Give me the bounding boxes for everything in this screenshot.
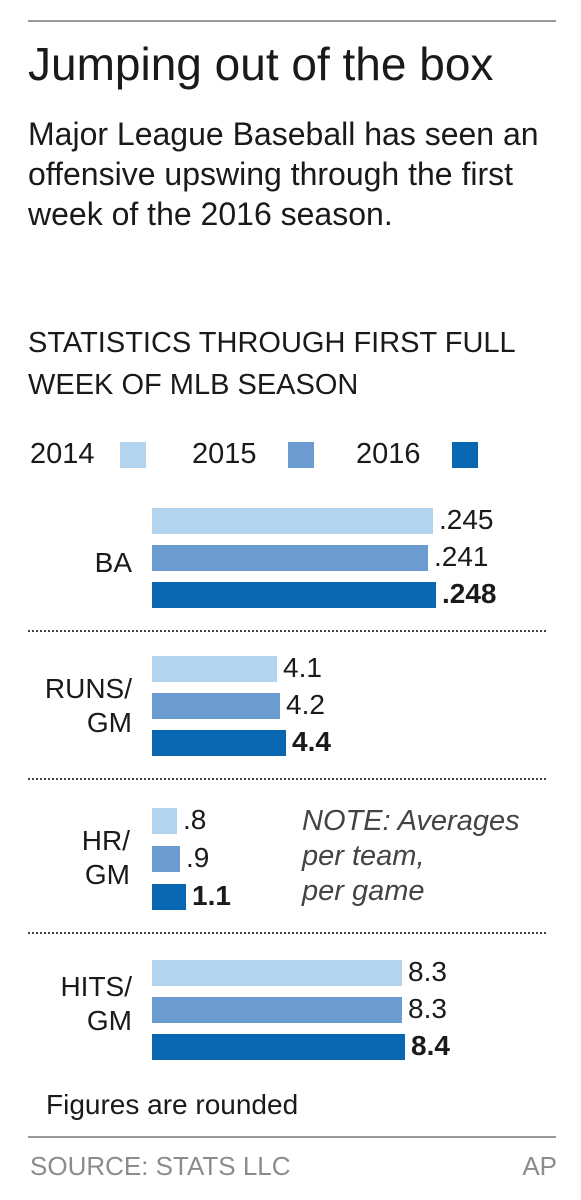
bar-runs-gm-2015 <box>152 693 280 719</box>
note-text: NOTE: Averages per team, per game <box>302 805 520 907</box>
category-label-ba: BA <box>12 546 132 580</box>
bar-ba-2015 <box>152 545 428 571</box>
bar-ba-2016 <box>152 582 436 608</box>
source-credit: SOURCE: STATS LLC <box>30 1151 291 1181</box>
value-label-runs-gm-2016: 4.4 <box>292 726 331 757</box>
chart-subtitle: Major League Baseball has seen an offens… <box>28 116 539 232</box>
legend-year-2015: 2015 <box>192 438 257 470</box>
agency-credit: AP <box>522 1151 557 1181</box>
category-label-line: BA <box>94 547 132 578</box>
category-label-hr-gm: HR/ GM <box>10 824 130 892</box>
value-label-hits-gm-2015: 8.3 <box>408 993 447 1024</box>
value-label-hr-gm-2015: .9 <box>186 842 210 873</box>
value-label-ba-2014: .245 <box>439 504 494 535</box>
bar-hr-gm-2016 <box>152 884 186 910</box>
value-label-ba-2016: .248 <box>442 578 497 609</box>
bar-hr-gm-2015 <box>152 846 180 872</box>
category-label-line: RUNS/ <box>44 673 132 704</box>
legend-swatch-2015 <box>288 442 314 468</box>
bar-hits-gm-2016 <box>152 1034 405 1060</box>
bar-hits-gm-2014 <box>152 960 402 986</box>
value-label-hits-gm-2016: 8.4 <box>411 1030 450 1061</box>
category-label-line: GM <box>86 707 132 738</box>
category-label-line: GM <box>84 859 130 890</box>
group-separator <box>28 932 546 934</box>
value-label-hr-gm-2014: .8 <box>183 804 207 835</box>
category-label-runs-gm: RUNS/ GM <box>12 672 132 740</box>
category-label-hits-gm: HITS/ GM <box>12 970 132 1038</box>
value-label-ba-2015: .241 <box>434 541 489 572</box>
value-label-runs-gm-2015: 4.2 <box>286 689 325 720</box>
category-label-line: GM <box>86 1005 132 1036</box>
value-label-hr-gm-2016: 1.1 <box>192 880 231 911</box>
bar-hr-gm-2014 <box>152 808 177 834</box>
value-label-hits-gm-2014: 8.3 <box>408 956 447 987</box>
legend-year-2016: 2016 <box>356 438 421 470</box>
bar-runs-gm-2014 <box>152 656 277 682</box>
value-label-runs-gm-2014: 4.1 <box>283 652 322 683</box>
top-rule <box>28 20 556 22</box>
group-separator <box>28 778 546 780</box>
legend-swatch-2016 <box>452 442 478 468</box>
bar-hits-gm-2015 <box>152 997 402 1023</box>
legend-swatch-2014 <box>120 442 146 468</box>
footnote: Figures are rounded <box>46 1089 299 1120</box>
category-label-line: HITS/ <box>60 971 132 1002</box>
stats-heading: STATISTICS THROUGH FIRST FULL WEEK OF ML… <box>28 327 515 401</box>
category-label-line: HR/ <box>81 825 130 856</box>
note: NOTE: Averages per team, per game <box>302 804 520 909</box>
chart-title: Jumping out of the box <box>28 38 494 90</box>
group-separator <box>28 630 546 632</box>
legend-year-2014: 2014 <box>30 438 95 470</box>
bar-ba-2014 <box>152 508 433 534</box>
bar-runs-gm-2016 <box>152 730 286 756</box>
bottom-rule <box>28 1136 556 1138</box>
